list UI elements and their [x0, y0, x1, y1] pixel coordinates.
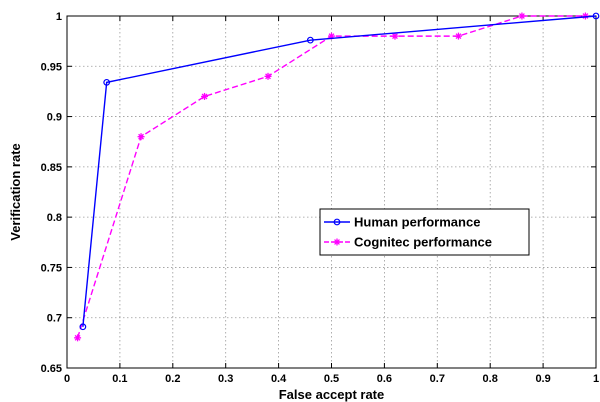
x-tick-label: 0.6 — [377, 373, 392, 385]
data-point-star — [201, 93, 208, 100]
x-tick-label: 0.5 — [324, 373, 339, 385]
series-lines — [74, 13, 599, 342]
data-point-star — [74, 334, 81, 341]
data-point-star — [334, 239, 341, 246]
y-tick-label: 0.8 — [47, 212, 62, 224]
legend-label: Cognitec performance — [354, 235, 492, 250]
y-axis-label: Verification rate — [8, 143, 23, 241]
x-tick-label: 0 — [64, 373, 70, 385]
y-tick-label: 0.75 — [41, 262, 62, 274]
x-tick-label: 0.3 — [218, 373, 233, 385]
y-tick-label: 0.85 — [41, 162, 62, 174]
x-tick-label: 0.2 — [165, 373, 180, 385]
data-point-star — [138, 133, 145, 140]
y-tick-label: 0.9 — [47, 112, 62, 124]
data-point-star — [265, 73, 272, 80]
axis-ticks: 0 0.1 0.2 0.3 0.4 0.5 0.6 0.7 0.8 0.9 1 0.65 0.7 0.75… — [41, 11, 599, 385]
legend: Human performance Cognitec performance — [320, 209, 529, 255]
legend-label: Human performance — [354, 215, 480, 230]
x-tick-label: 0.8 — [483, 373, 498, 385]
grid — [67, 16, 596, 368]
series-human-performance — [80, 13, 599, 329]
data-point-star — [455, 33, 462, 40]
data-point-star — [518, 13, 525, 20]
x-axis-label: False accept rate — [279, 387, 385, 402]
y-tick-label: 1 — [56, 11, 62, 23]
x-tick-label: 0.1 — [112, 373, 127, 385]
y-tick-label: 0.95 — [41, 61, 62, 73]
x-tick-label: 1 — [593, 373, 599, 385]
series-line — [83, 16, 596, 327]
x-tick-label: 0.7 — [430, 373, 445, 385]
y-tick-label: 0.7 — [47, 313, 62, 325]
y-tick-label: 0.65 — [41, 363, 62, 375]
x-tick-label: 0.9 — [535, 373, 550, 385]
x-tick-label: 0.4 — [271, 373, 287, 385]
